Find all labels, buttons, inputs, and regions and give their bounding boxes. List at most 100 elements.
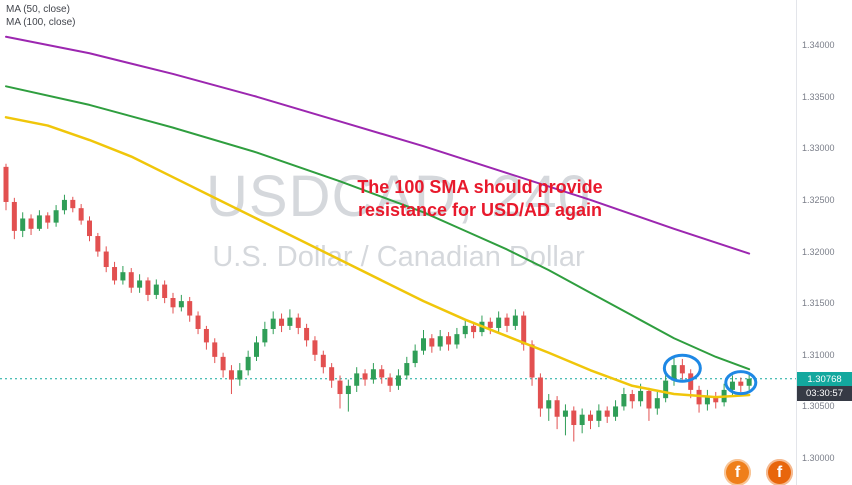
candle-body xyxy=(95,236,101,252)
candle-body xyxy=(613,406,619,417)
highlight-ellipse xyxy=(724,370,758,396)
candle-body xyxy=(128,272,134,288)
candle-body xyxy=(746,378,752,386)
candle-body xyxy=(429,338,435,347)
ma-200-line xyxy=(5,35,751,255)
candle-body xyxy=(379,369,385,378)
candle-body xyxy=(395,375,401,386)
candle-body xyxy=(170,298,176,308)
candle-body xyxy=(228,370,234,380)
price-axis[interactable]: 1.30768 03:30:57 1.34000 1.33500 1.33000 1.… xyxy=(796,0,852,485)
candle-body xyxy=(279,318,285,326)
candle-body xyxy=(704,396,710,405)
candle-body xyxy=(20,218,26,231)
candle-body xyxy=(713,396,719,403)
candle-body xyxy=(421,338,426,351)
candle-body xyxy=(362,373,368,380)
candle-body xyxy=(354,373,360,386)
candle-body xyxy=(203,328,209,343)
candle-body xyxy=(345,385,351,395)
legend-item-ma100[interactable]: MA (100, close) xyxy=(6,17,76,28)
candle-body xyxy=(254,342,259,357)
candle-body xyxy=(512,315,518,326)
price-axis-label: 1.30000 xyxy=(802,453,835,464)
candle-body xyxy=(688,373,694,390)
candle-body xyxy=(738,381,744,386)
price-axis-label: 1.32500 xyxy=(802,194,835,205)
legend-item-ma50[interactable]: MA (50, close) xyxy=(6,4,70,15)
indicator-legend: MA (50, close) MA (100, close) xyxy=(6,3,75,29)
candle-body xyxy=(53,210,59,223)
candle-body xyxy=(529,344,535,378)
candle-body xyxy=(446,336,452,345)
candle-body xyxy=(78,208,84,221)
candle-body xyxy=(604,410,610,417)
ma-50-line xyxy=(4,116,751,399)
candle-body xyxy=(120,272,126,281)
candle-body xyxy=(70,199,76,209)
candle-body xyxy=(629,394,635,402)
candle-body xyxy=(212,342,218,357)
ma-100-line xyxy=(5,85,751,371)
candle-body xyxy=(145,280,151,295)
candle-body xyxy=(61,199,67,211)
price-axis-label: 1.32000 xyxy=(802,246,835,257)
analysis-note: The 100 SMA should provide resistance fo… xyxy=(306,176,654,222)
candle-body xyxy=(112,267,118,281)
candle-body xyxy=(137,280,143,288)
candle-body xyxy=(596,410,602,421)
candle-body xyxy=(337,380,343,395)
candle-body xyxy=(663,380,669,399)
price-axis-label: 1.31000 xyxy=(802,349,835,360)
analysis-note-line1: The 100 SMA should provide xyxy=(357,177,603,197)
candle-body xyxy=(404,363,410,376)
price-axis-label: 1.33500 xyxy=(802,91,835,102)
candle-body xyxy=(588,414,593,421)
candle-body xyxy=(295,317,301,328)
candle-body xyxy=(654,398,660,409)
candle-body xyxy=(370,369,376,380)
candle-body xyxy=(245,356,251,371)
site-logo-icon[interactable]: f xyxy=(724,459,751,485)
highlight-ellipse xyxy=(662,353,702,383)
candle-body xyxy=(312,340,318,355)
candle-body xyxy=(679,365,685,374)
candle-body xyxy=(437,336,443,347)
site-logo-icon[interactable]: f xyxy=(766,459,793,485)
candle-body xyxy=(178,301,184,308)
candle-body xyxy=(562,410,568,417)
candle-body xyxy=(454,334,460,345)
candle-body xyxy=(621,394,627,407)
candle-body xyxy=(153,284,159,295)
candle-body xyxy=(28,218,34,229)
candle-body xyxy=(320,354,326,368)
candle-body xyxy=(387,377,393,386)
candle-body xyxy=(646,390,652,409)
candle-body xyxy=(304,327,310,341)
candle-body xyxy=(546,400,552,409)
bar-countdown-badge: 03:30:57 xyxy=(797,385,852,401)
last-price-badge: 1.30768 xyxy=(797,371,852,387)
candle-body xyxy=(579,414,585,426)
candles-layer xyxy=(3,163,752,442)
candle-body xyxy=(729,381,735,390)
candle-body xyxy=(103,251,109,268)
candle-body xyxy=(237,370,243,380)
candle-body xyxy=(287,317,293,326)
candle-body xyxy=(195,315,201,329)
price-axis-label: 1.34000 xyxy=(802,40,835,51)
price-axis-label: 1.30500 xyxy=(802,401,835,412)
candle-body xyxy=(220,356,226,371)
candle-body xyxy=(3,166,9,202)
candle-body xyxy=(671,365,677,381)
analysis-note-line2: resistance for USD/AD again xyxy=(357,200,603,220)
candle-body xyxy=(45,215,51,223)
candle-body xyxy=(471,325,477,333)
candle-body xyxy=(496,317,502,328)
candle-body xyxy=(554,400,560,417)
candle-body xyxy=(11,201,17,231)
candle-body xyxy=(270,318,276,329)
candle-body xyxy=(329,367,335,381)
